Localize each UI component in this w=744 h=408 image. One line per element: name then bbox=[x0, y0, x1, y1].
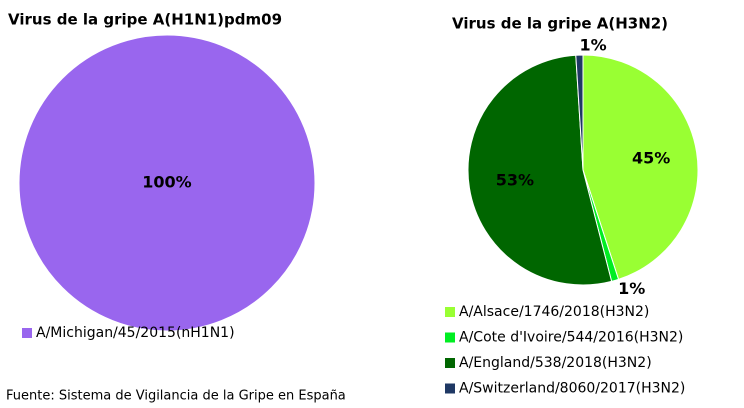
legend-swatch bbox=[445, 383, 455, 394]
legend-label: A/Michigan/45/2015(nH1N1) bbox=[36, 325, 235, 341]
legend-label: A/Alsace/1746/2018(H3N2) bbox=[459, 304, 649, 320]
chart-title: Virus de la gripe A(H3N2) bbox=[452, 15, 668, 33]
legend-label: A/Switzerland/8060/2017(H3N2) bbox=[459, 381, 685, 397]
data-label: 100% bbox=[142, 173, 191, 192]
pie-slice bbox=[582, 54, 699, 281]
data-label: 1% bbox=[580, 35, 607, 54]
data-label: 45% bbox=[632, 149, 670, 168]
legend-swatch bbox=[445, 332, 455, 343]
pie-slice bbox=[467, 54, 613, 286]
legend-swatch bbox=[445, 358, 455, 368]
pie-slice bbox=[18, 34, 316, 332]
chart-title: Virus de la gripe A(H1N1)pdm09 bbox=[8, 11, 282, 29]
pie-slice bbox=[575, 54, 584, 171]
data-label: 1% bbox=[618, 279, 645, 298]
legend-swatch bbox=[445, 307, 455, 317]
data-label: 53% bbox=[496, 170, 534, 189]
source: Fuente: Sistema de Vigilancia de la Grip… bbox=[6, 389, 346, 404]
legend-label: A/Cote d'Ivoire/544/2016(H3N2) bbox=[459, 330, 683, 346]
legend-label: A/England/538/2018(H3N2) bbox=[459, 355, 652, 371]
legend-swatch bbox=[22, 328, 32, 338]
